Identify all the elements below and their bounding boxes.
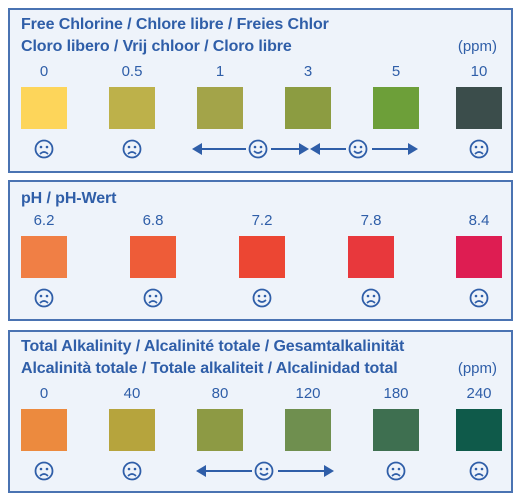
total-alkalinity-unit: (ppm) [457,360,497,377]
right-arrow-icon [278,465,334,477]
free-chlorine-panel: Free Chlorine / Chlore libre / Freies Ch… [8,8,513,173]
free-chlorine-value-2: 1 [215,63,225,80]
free-chlorine-swatch-5 [456,87,502,129]
happy-face-icon [348,139,368,159]
free-chlorine-value-4: 5 [391,63,401,80]
total-alkalinity-swatch-0 [21,409,67,451]
ph-value-3: 7.8 [360,212,382,229]
free-chlorine-title-line1: Free Chlorine / Chlore libre / Freies Ch… [21,16,329,33]
total-alkalinity-swatch-5 [456,409,502,451]
ph-swatch-2 [239,236,285,278]
free-chlorine-swatch-3 [285,87,331,129]
ph-value-0: 6.2 [33,212,55,229]
free-chlorine-value-3: 3 [303,63,313,80]
free-chlorine-value-1: 0.5 [121,63,143,80]
total-alkalinity-value-0: 0 [39,385,49,402]
total-alkalinity-swatch-4 [373,409,419,451]
ph-swatch-3 [348,236,394,278]
total-alkalinity-value-3: 120 [295,385,321,402]
free-chlorine-swatch-1 [109,87,155,129]
free-chlorine-unit: (ppm) [457,38,497,55]
free-chlorine-value-5: 10 [470,63,488,80]
total-alkalinity-swatch-3 [285,409,331,451]
total-alkalinity-swatch-1 [109,409,155,451]
free-chlorine-swatch-4 [373,87,419,129]
sad-face-icon [469,139,489,159]
right-arrow-icon [372,143,418,155]
total-alkalinity-value-5: 240 [466,385,492,402]
total-alkalinity-value-4: 180 [383,385,409,402]
total-alkalinity-swatch-2 [197,409,243,451]
sad-face-icon [122,461,142,481]
ph-title: pH / pH-Wert [21,190,117,207]
sad-face-icon [143,288,163,308]
ph-swatch-0 [21,236,67,278]
total-alkalinity-value-1: 40 [123,385,141,402]
ph-value-1: 6.8 [142,212,164,229]
happy-face-icon [254,461,274,481]
happy-face-icon [248,139,268,159]
total-alkalinity-title-line2: Alcalinità totale / Totale alkaliteit / … [21,360,398,377]
left-arrow-icon [192,143,246,155]
ph-value-4: 8.4 [468,212,490,229]
free-chlorine-title-line2: Cloro libero / Vrij chloor / Cloro libre [21,38,292,55]
ph-swatch-1 [130,236,176,278]
total-alkalinity-title-line1: Total Alkalinity / Alcalinité totale / G… [21,338,405,355]
right-arrow-icon [271,143,309,155]
sad-face-icon [34,139,54,159]
ph-swatch-4 [456,236,502,278]
sad-face-icon [122,139,142,159]
sad-face-icon [386,461,406,481]
ph-panel: pH / pH-Wert 6.2 6.8 7.2 7.8 8.4 [8,180,513,321]
free-chlorine-swatch-2 [197,87,243,129]
sad-face-icon [34,288,54,308]
left-arrow-icon [196,465,252,477]
sad-face-icon [361,288,381,308]
sad-face-icon [34,461,54,481]
sad-face-icon [469,461,489,481]
total-alkalinity-value-2: 80 [211,385,229,402]
sad-face-icon [469,288,489,308]
left-arrow-icon [310,143,346,155]
total-alkalinity-panel: Total Alkalinity / Alcalinité totale / G… [8,330,513,493]
ph-value-2: 7.2 [251,212,273,229]
free-chlorine-swatch-0 [21,87,67,129]
free-chlorine-value-0: 0 [39,63,49,80]
happy-face-icon [252,288,272,308]
